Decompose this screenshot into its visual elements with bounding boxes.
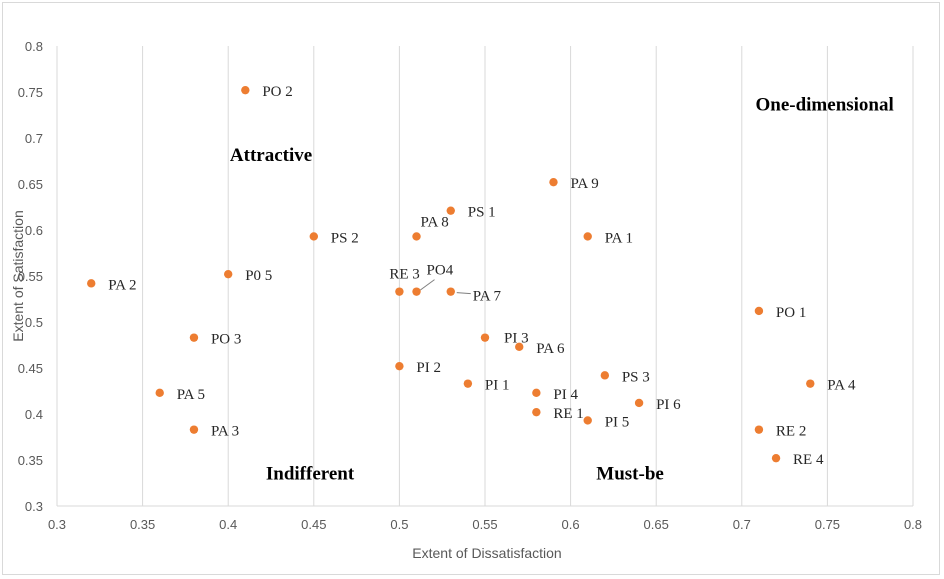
y-tick-label: 0.8: [25, 39, 43, 54]
data-point: [446, 206, 455, 215]
point-label: PI 4: [553, 387, 578, 403]
point-label: PA 5: [177, 387, 205, 403]
point-label: PO 2: [262, 84, 292, 100]
data-point: [583, 416, 592, 425]
x-tick-label: 0.35: [130, 517, 155, 532]
quadrant-label: One-dimensional: [755, 94, 893, 115]
data-point: [446, 287, 455, 296]
data-point: [309, 232, 318, 241]
data-point: [395, 361, 404, 371]
x-tick-label: 0.65: [644, 517, 669, 532]
data-point: [754, 425, 764, 434]
point-labels: PO 2 PA 9 PS 1 PA 8 PS 2 PA 1 PA 2 P0 5 RE 3 PO4 P…: [108, 84, 856, 468]
data-point: [155, 388, 164, 398]
y-tick-labels: 0.3 0.35 0.4 0.45 0.5 0.55 0.6 0.65 0.7 0.75 0.8: [18, 39, 43, 514]
y-tick-label: 0.65: [18, 177, 43, 192]
point-label: PS 1: [468, 205, 496, 221]
x-tick-label: 0.5: [390, 517, 408, 532]
point-label: PI 2: [416, 360, 441, 376]
point-label: PA 3: [211, 424, 239, 440]
y-tick-label: 0.3: [25, 499, 43, 514]
point-label: RE 4: [793, 452, 824, 468]
data-point: [600, 371, 610, 380]
y-tick-label: 0.35: [18, 453, 43, 468]
point-label: PA 6: [536, 341, 565, 357]
point-label: PO4: [427, 263, 454, 279]
x-tick-label: 0.7: [733, 517, 751, 532]
data-point: [515, 342, 524, 352]
data-point: [463, 379, 473, 388]
data-point: [189, 425, 199, 434]
y-tick-label: 0.5: [25, 315, 43, 330]
y-tick-label: 0.4: [25, 407, 43, 422]
data-point: [412, 287, 421, 296]
x-tick-label: 0.75: [815, 517, 840, 532]
point-label: PA 8: [421, 214, 449, 230]
y-tick-label: 0.7: [25, 131, 43, 146]
point-label: PS 2: [331, 230, 359, 246]
point-label: RE 1: [553, 406, 583, 422]
point-label: P0 5: [245, 268, 272, 284]
y-tick-label: 0.6: [25, 223, 43, 238]
data-point: [806, 379, 815, 388]
point-label: PA 1: [605, 230, 633, 246]
y-tick-label: 0.45: [18, 361, 43, 376]
point-label: PI 1: [485, 378, 510, 394]
leader-line: [419, 279, 435, 292]
data-point: [532, 407, 541, 417]
leader-line: [456, 292, 471, 295]
data-point: [634, 398, 644, 408]
x-tick-labels: 0.3 0.35 0.4 0.45 0.5 0.55 0.6 0.65 0.7 0.75 0.8: [48, 517, 922, 532]
x-tick-label: 0.55: [472, 517, 497, 532]
y-tick-label: 0.55: [18, 269, 43, 284]
data-point: [532, 388, 541, 398]
x-tick-label: 0.4: [219, 517, 237, 532]
quadrant-label: Indifferent: [266, 463, 355, 484]
grid-layer: [56, 46, 914, 507]
data-point: [771, 453, 781, 463]
x-tick-label: 0.3: [48, 517, 66, 532]
data-points: [87, 85, 815, 463]
point-label: PI 5: [605, 414, 630, 430]
point-label: PA 9: [570, 176, 598, 192]
quadrant-label: Must-be: [596, 463, 664, 484]
quadrant-labels: One-dimensional Attractive Indifferent Must…: [230, 94, 894, 484]
data-point: [583, 232, 592, 241]
point-label: PA 7: [473, 289, 502, 305]
data-point: [189, 333, 199, 342]
y-axis-title: Extent of Satisfaction: [10, 210, 26, 342]
data-point: [480, 333, 490, 342]
quadrant-label: Attractive: [230, 145, 312, 166]
point-label: RE 2: [776, 424, 806, 440]
x-axis-title: Extent of Dissatisfaction: [412, 545, 561, 561]
data-point: [395, 287, 404, 296]
point-label: RE 3: [389, 267, 419, 283]
y-tick-label: 0.75: [18, 85, 43, 100]
x-tick-label: 0.6: [562, 517, 580, 532]
point-label: PO 3: [211, 332, 241, 348]
point-label: PA 4: [827, 378, 856, 394]
leader-lines: [419, 279, 471, 295]
data-point: [87, 279, 96, 288]
point-label: PS 3: [622, 369, 650, 385]
data-point: [224, 269, 233, 279]
data-point: [241, 85, 250, 95]
point-label: PA 2: [108, 277, 136, 293]
point-label: PI 3: [504, 331, 529, 347]
data-point: [754, 306, 764, 316]
point-label: PI 6: [656, 397, 681, 413]
x-tick-label: 0.8: [904, 517, 922, 532]
x-tick-label: 0.45: [301, 517, 326, 532]
data-point: [412, 232, 421, 241]
point-label: PO 1: [776, 305, 806, 321]
data-point: [549, 177, 558, 187]
